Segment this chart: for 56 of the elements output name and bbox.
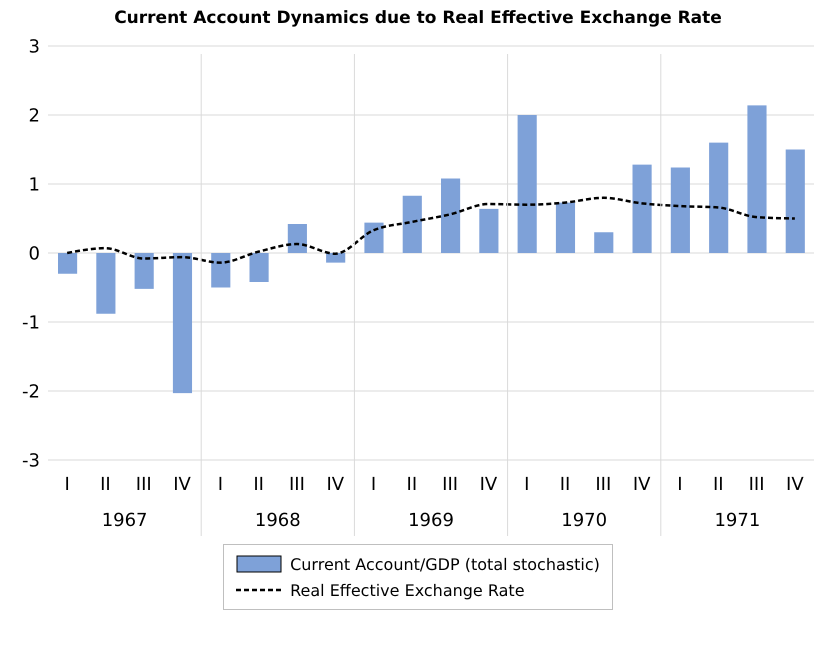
x-tick-label: II xyxy=(560,474,570,495)
y-tick-label: 2 xyxy=(28,105,40,126)
bar xyxy=(250,253,269,282)
x-tick-label: III xyxy=(288,474,305,495)
x-tick-label: IV xyxy=(173,474,192,495)
bar xyxy=(172,253,192,394)
text: 1968 xyxy=(254,510,301,531)
bar xyxy=(670,167,690,253)
y-tick-label: 3 xyxy=(28,36,40,58)
bar xyxy=(709,142,728,253)
x-tick-label: I xyxy=(370,474,376,495)
x-tick-label: III xyxy=(442,474,458,495)
x-tick-label: III xyxy=(136,474,152,495)
x-tick-label: III xyxy=(595,474,612,495)
bar xyxy=(594,232,614,253)
x-tick-label: I xyxy=(64,474,70,495)
x-tick-label: I xyxy=(218,474,224,495)
x-tick-label: II xyxy=(100,474,111,495)
x-tick-label: I xyxy=(677,474,683,495)
x-tick-label: II xyxy=(712,474,724,495)
y-tick-label: -1 xyxy=(22,312,40,334)
bar xyxy=(134,253,154,289)
x-tick-label: II xyxy=(253,474,264,495)
bar xyxy=(58,253,78,274)
y-tick-label: -3 xyxy=(22,450,40,472)
text: 1971 xyxy=(714,510,760,531)
x-tick-label: IV xyxy=(326,474,345,495)
bar xyxy=(479,208,498,253)
bar xyxy=(632,164,652,253)
x-tick-label: IV xyxy=(480,474,498,495)
bar xyxy=(441,178,460,253)
x-tick-label: IV xyxy=(632,474,652,495)
bar xyxy=(326,253,346,263)
y-tick-label: 0 xyxy=(28,243,40,264)
text: 1969 xyxy=(408,510,454,531)
x-tick-label: IV xyxy=(786,474,804,495)
x-tick-label: III xyxy=(748,474,765,495)
bar xyxy=(556,202,576,253)
chart-title: Current Account Dynamics due to Real Effective Exchange Rate xyxy=(113,8,723,28)
bar xyxy=(288,224,307,253)
legend-label: Real Effective Exchange Rate xyxy=(290,580,525,600)
y-tick-label: 1 xyxy=(28,174,40,196)
bar xyxy=(402,196,422,253)
x-tick-label: I xyxy=(524,474,530,495)
bar xyxy=(211,253,230,288)
text: 1967 xyxy=(102,510,148,531)
legend-label: Current Account/GDP (total stochastic) xyxy=(290,554,600,574)
bar xyxy=(518,115,537,253)
x-tick-label: II xyxy=(406,474,418,495)
line-series xyxy=(66,196,796,264)
bar xyxy=(96,253,116,314)
y-tick-label: -2 xyxy=(22,381,40,402)
bar xyxy=(364,222,384,253)
bar xyxy=(747,105,767,253)
text: 1970 xyxy=(561,510,608,531)
bar xyxy=(786,150,805,253)
